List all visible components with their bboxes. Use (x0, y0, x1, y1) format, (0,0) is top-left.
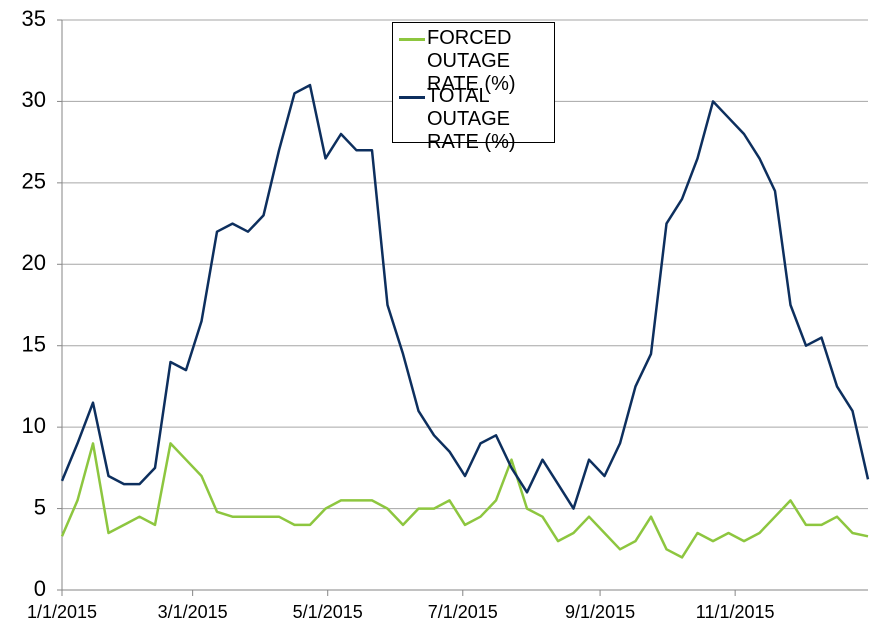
legend-swatch (399, 96, 425, 99)
x-tick-label: 7/1/2015 (428, 602, 498, 622)
x-tick-label: 11/1/2015 (696, 602, 775, 622)
y-tick-label: 15 (22, 332, 46, 357)
x-tick-label: 1/1/2015 (27, 602, 97, 622)
x-tick-label: 5/1/2015 (293, 602, 363, 622)
legend: FORCED OUTAGE RATE (%) TOTAL OUTAGE RATE … (392, 22, 555, 153)
series-line (60, 83, 870, 510)
legend-label: TOTAL OUTAGE RATE (%) (427, 85, 516, 153)
x-tick-label: 3/1/2015 (158, 602, 228, 622)
y-tick-label: 35 (22, 6, 46, 31)
y-tick-label: 30 (22, 87, 46, 112)
y-tick-label: 0 (34, 576, 46, 601)
series-line (60, 442, 869, 559)
legend-label: FORCED OUTAGE RATE (%) (427, 27, 516, 95)
y-tick-label: 10 (22, 413, 46, 438)
x-tick-label: 9/1/2015 (565, 602, 635, 622)
y-tick-label: 20 (22, 250, 46, 275)
y-tick-label: 5 (34, 494, 46, 519)
legend-swatch (399, 38, 425, 41)
y-tick-label: 25 (22, 169, 46, 194)
